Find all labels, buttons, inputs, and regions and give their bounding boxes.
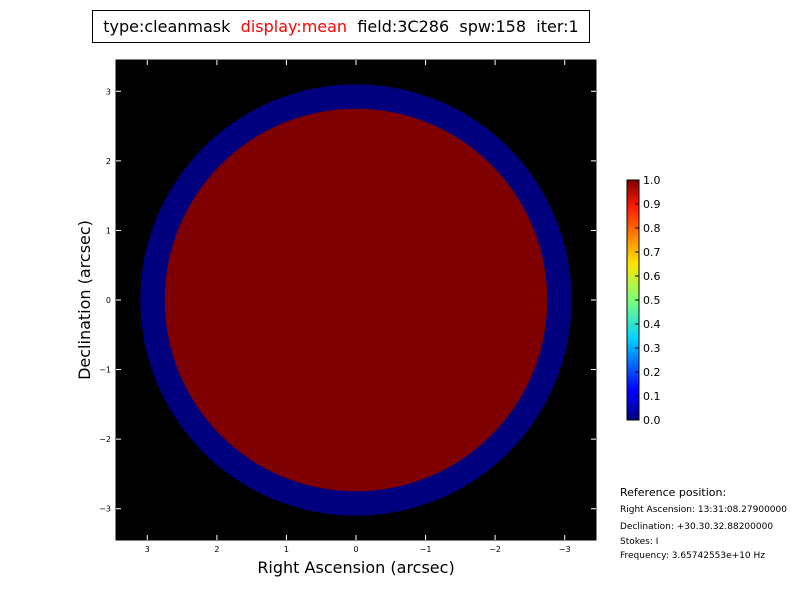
colorbar-tick-label: 0.8 [643,222,661,235]
x-tick-label: 2 [214,545,219,554]
colorbar-tick-label: 0.7 [643,246,661,259]
colorbar-tick-label: 0.5 [643,294,661,307]
x-tick-label: −1 [420,545,432,554]
reference-frequency: Frequency: 3.65742553e+10 Hz [620,551,766,561]
title-display: display:mean [240,17,348,36]
reference-heading: Reference position: [620,486,727,499]
colorbar-tick-label: 0.4 [643,318,661,331]
colorbar-tick-label: 0.2 [643,366,661,379]
colorbar-tick-label: 0.3 [643,342,661,355]
y-axis-label: Declination (arcsec) [75,220,94,380]
x-tick-label: 3 [145,545,150,554]
y-tick-label: −1 [99,366,111,375]
title-spw: spw:158 [459,17,527,36]
title-type: type:cleanmask [103,17,231,36]
y-tick-label: 2 [106,157,111,166]
x-tick-label: −2 [489,545,501,554]
reference-dec: Declination: +30.30.32.88200000 [620,522,774,532]
y-tick-label: −2 [99,435,111,444]
colorbar-tick-label: 1.0 [643,174,661,187]
colorbar-tick-label: 0.0 [643,414,661,427]
x-tick-label: 1 [284,545,289,554]
x-tick-label: −3 [559,545,571,554]
y-tick-label: 3 [106,87,111,96]
colorbar-tick-label: 0.1 [643,390,661,403]
y-tick-label: 1 [106,226,111,235]
y-tick-label: 0 [106,296,111,305]
x-axis-label: Right Ascension (arcsec) [257,558,454,577]
colorbar-tick-label: 0.9 [643,198,661,211]
title-field: field:3C286 [357,17,450,36]
title-iter: iter:1 [536,17,579,36]
plot-title: type:cleanmask display:mean field:3C286 … [92,10,590,43]
reference-stokes: Stokes: I [620,537,659,547]
colorbar-tick-label: 0.6 [643,270,661,283]
y-tick-label: −3 [99,505,111,514]
x-tick-label: 0 [353,545,358,554]
mask-inner-disk [164,108,548,492]
reference-ra: Right Ascension: 13:31:08.27900000 [620,505,787,515]
